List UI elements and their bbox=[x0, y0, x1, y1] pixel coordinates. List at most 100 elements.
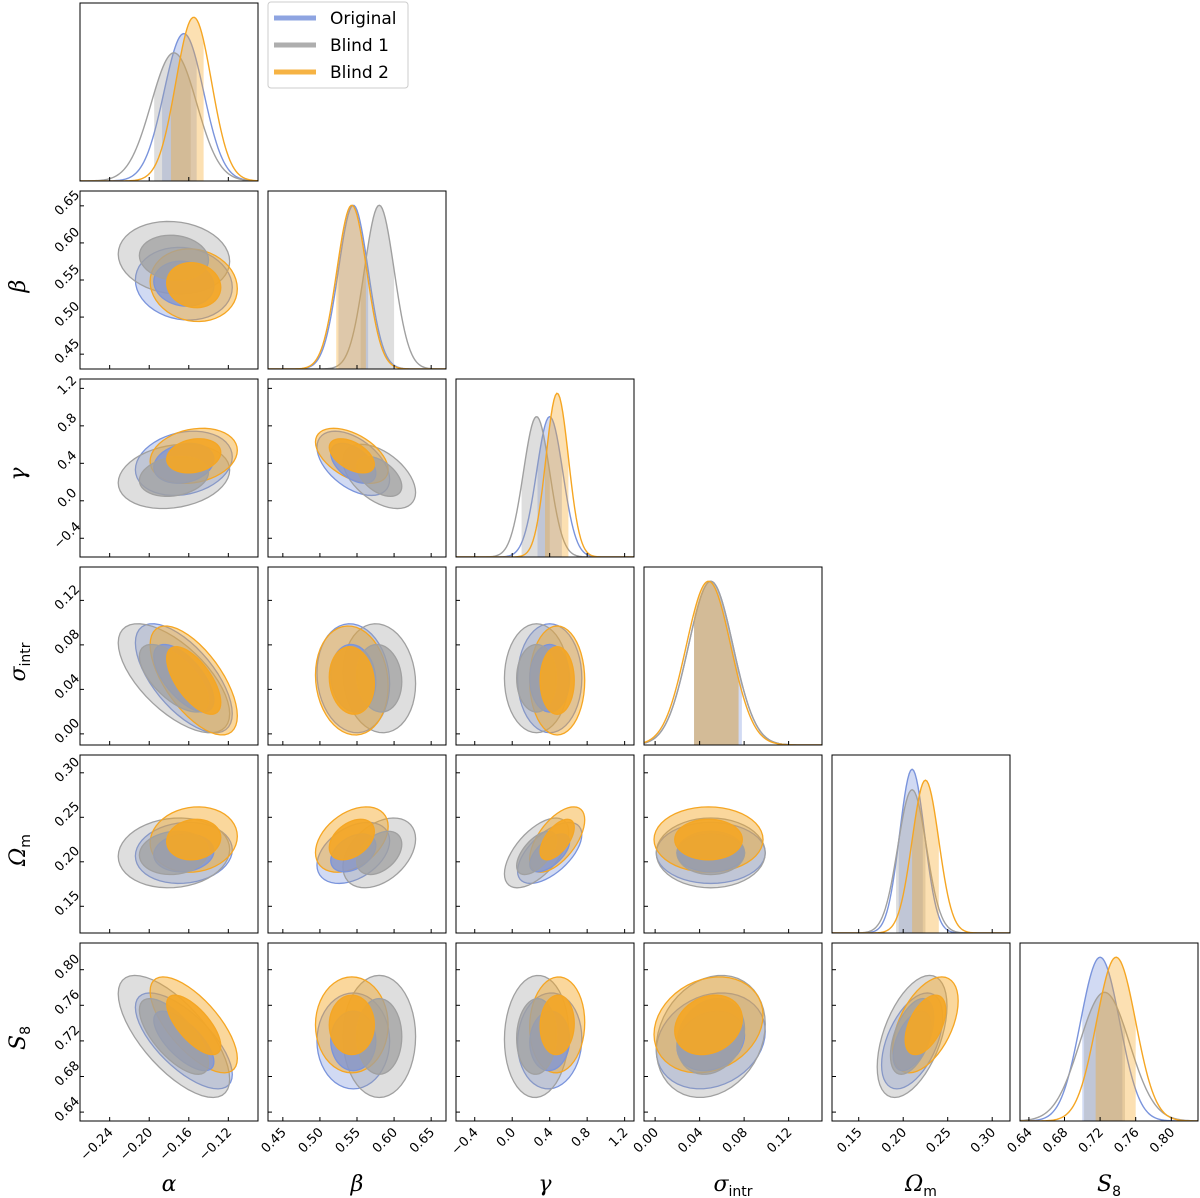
panel-frame bbox=[831, 754, 1011, 934]
panel-content bbox=[314, 623, 417, 736]
y-tick-label: 0.55 bbox=[52, 262, 83, 293]
panel-frame bbox=[1019, 942, 1199, 1122]
y-tick-label: −0.4 bbox=[51, 519, 84, 552]
panel-frame bbox=[455, 566, 635, 746]
x-tick-label: 0.64 bbox=[1005, 1125, 1036, 1156]
contour-inner-2 bbox=[328, 818, 376, 861]
panel-s8-omega_m: 0.15 0.20 0.25 0.30 Ωm bbox=[831, 942, 1011, 1198]
panel-omega_m-alpha: 0.15 0.20 0.25 0.30 Ωm bbox=[6, 754, 259, 934]
x-tick-label: 0.76 bbox=[1111, 1125, 1142, 1156]
ci-band-2 bbox=[170, 17, 204, 181]
x-axis-label-gamma: γ bbox=[538, 1172, 552, 1197]
panel-content bbox=[314, 806, 417, 889]
ci-band-1 bbox=[360, 205, 395, 369]
panel-content bbox=[832, 768, 1010, 933]
y-tick-label: 0.45 bbox=[52, 336, 83, 367]
contour-inner-2 bbox=[166, 994, 222, 1056]
x-tick-label: 1.2 bbox=[606, 1125, 631, 1150]
y-tick-label: 0.60 bbox=[52, 225, 83, 256]
x-tick-label: 0.00 bbox=[631, 1125, 662, 1156]
x-tick-label: −0.20 bbox=[117, 1125, 156, 1164]
panel-frame bbox=[79, 378, 259, 558]
contour-inner-2 bbox=[904, 994, 947, 1056]
x-tick-label: 0.50 bbox=[296, 1125, 327, 1156]
ci-band-0 bbox=[694, 581, 742, 745]
ci-band-2 bbox=[1095, 957, 1136, 1121]
y-tick-label: 0.25 bbox=[52, 799, 83, 830]
x-tick-label: −0.24 bbox=[78, 1125, 117, 1164]
x-tick-label: 0.60 bbox=[370, 1125, 401, 1156]
panel-content bbox=[644, 580, 822, 745]
ci-band-2 bbox=[336, 205, 366, 369]
x-axis-label-alpha: α bbox=[162, 1172, 177, 1197]
contour-inner-2 bbox=[539, 645, 575, 715]
ci-band-1 bbox=[896, 789, 926, 933]
contour-inner-2 bbox=[328, 438, 376, 474]
x-tick-label: 0.80 bbox=[1147, 1125, 1178, 1156]
y-tick-label: 0.12 bbox=[52, 582, 83, 613]
y-tick-label: 0.15 bbox=[52, 888, 83, 919]
panel-s8-s8: 0.64 0.68 0.72 0.76 0.80 S8 bbox=[1005, 942, 1199, 1198]
panel-sigma_intr-beta bbox=[267, 566, 447, 746]
x-axis-label-beta: β bbox=[350, 1172, 364, 1197]
x-tick-label: 0.65 bbox=[407, 1125, 438, 1156]
x-tick-label: 0.8 bbox=[569, 1125, 594, 1150]
panel-beta-alpha: 0.45 0.50 0.55 0.60 0.65 β bbox=[6, 188, 259, 370]
contour-inner-2 bbox=[328, 646, 376, 715]
contour-inner-2 bbox=[166, 438, 222, 474]
x-tick-label: 0.30 bbox=[968, 1125, 999, 1156]
panel-gamma-gamma bbox=[455, 378, 635, 558]
y-axis-label-sigma_intr: σintr bbox=[6, 642, 34, 681]
y-axis-label-s8: S8 bbox=[6, 1026, 34, 1050]
contour-inner-2 bbox=[166, 262, 222, 309]
panel-frame bbox=[643, 754, 823, 934]
panel-content bbox=[314, 427, 417, 510]
panel-omega_m-sigma_intr bbox=[643, 754, 823, 934]
panel-frame bbox=[79, 2, 259, 182]
x-tick-label: 0.45 bbox=[259, 1125, 290, 1156]
panel-alpha-alpha bbox=[79, 2, 259, 182]
y-tick-label: 0.76 bbox=[52, 987, 83, 1018]
panel-frame bbox=[643, 566, 823, 746]
panel-gamma-alpha: −0.4 0.0 0.4 0.8 1.2 γ bbox=[6, 373, 259, 558]
y-tick-label: 0.64 bbox=[52, 1094, 83, 1125]
panel-omega_m-gamma bbox=[455, 754, 635, 934]
panel-content bbox=[503, 806, 586, 889]
x-axis-label-omega_m: Ωm bbox=[904, 1172, 937, 1198]
y-tick-label: 0.04 bbox=[52, 671, 83, 702]
panel-content bbox=[503, 974, 586, 1099]
x-tick-label: 0.20 bbox=[879, 1125, 910, 1156]
x-tick-label: 0.04 bbox=[675, 1125, 706, 1156]
x-tick-label: −0.16 bbox=[157, 1125, 196, 1164]
y-tick-label: 0.80 bbox=[52, 952, 83, 983]
panels-layer: 0.450.500.550.600.65β−0.40.00.40.81.2γ0.… bbox=[6, 2, 1199, 1198]
x-axis-label-s8: S8 bbox=[1097, 1172, 1121, 1198]
y-tick-label: 0.68 bbox=[52, 1058, 83, 1089]
panel-frame bbox=[455, 378, 635, 558]
x-tick-label: 0.08 bbox=[720, 1125, 751, 1156]
contour-inner-2 bbox=[166, 646, 222, 715]
panel-frame bbox=[79, 754, 259, 934]
contour-inner-2 bbox=[539, 994, 575, 1056]
ci-band-0 bbox=[537, 416, 562, 557]
y-axis-label-omega_m: Ωm bbox=[6, 834, 34, 867]
panel-content bbox=[268, 204, 446, 369]
x-tick-label: 0.72 bbox=[1076, 1125, 1107, 1156]
legend-label-1: Blind 1 bbox=[330, 36, 389, 56]
panel-frame bbox=[455, 942, 635, 1122]
panel-content bbox=[117, 623, 238, 736]
density-curve-2 bbox=[1020, 956, 1198, 1121]
ci-band-0 bbox=[338, 205, 369, 369]
panel-omega_m-beta bbox=[267, 754, 447, 934]
panel-s8-alpha: −0.24 −0.20 −0.16 −0.12 α 0.64 0.68 0.72 0.76 0.8… bbox=[6, 942, 259, 1197]
panel-content bbox=[117, 806, 238, 889]
panel-content bbox=[653, 974, 766, 1099]
panel-frame bbox=[455, 754, 635, 934]
contour-inner-2 bbox=[166, 818, 222, 861]
panel-frame bbox=[79, 942, 259, 1122]
x-axis-label-sigma_intr: σintr bbox=[713, 1172, 752, 1198]
panel-gamma-beta bbox=[267, 378, 447, 558]
y-tick-label: 0.4 bbox=[55, 448, 80, 473]
y-axis-label-beta: β bbox=[6, 280, 31, 294]
contour-inner-2 bbox=[539, 818, 575, 861]
